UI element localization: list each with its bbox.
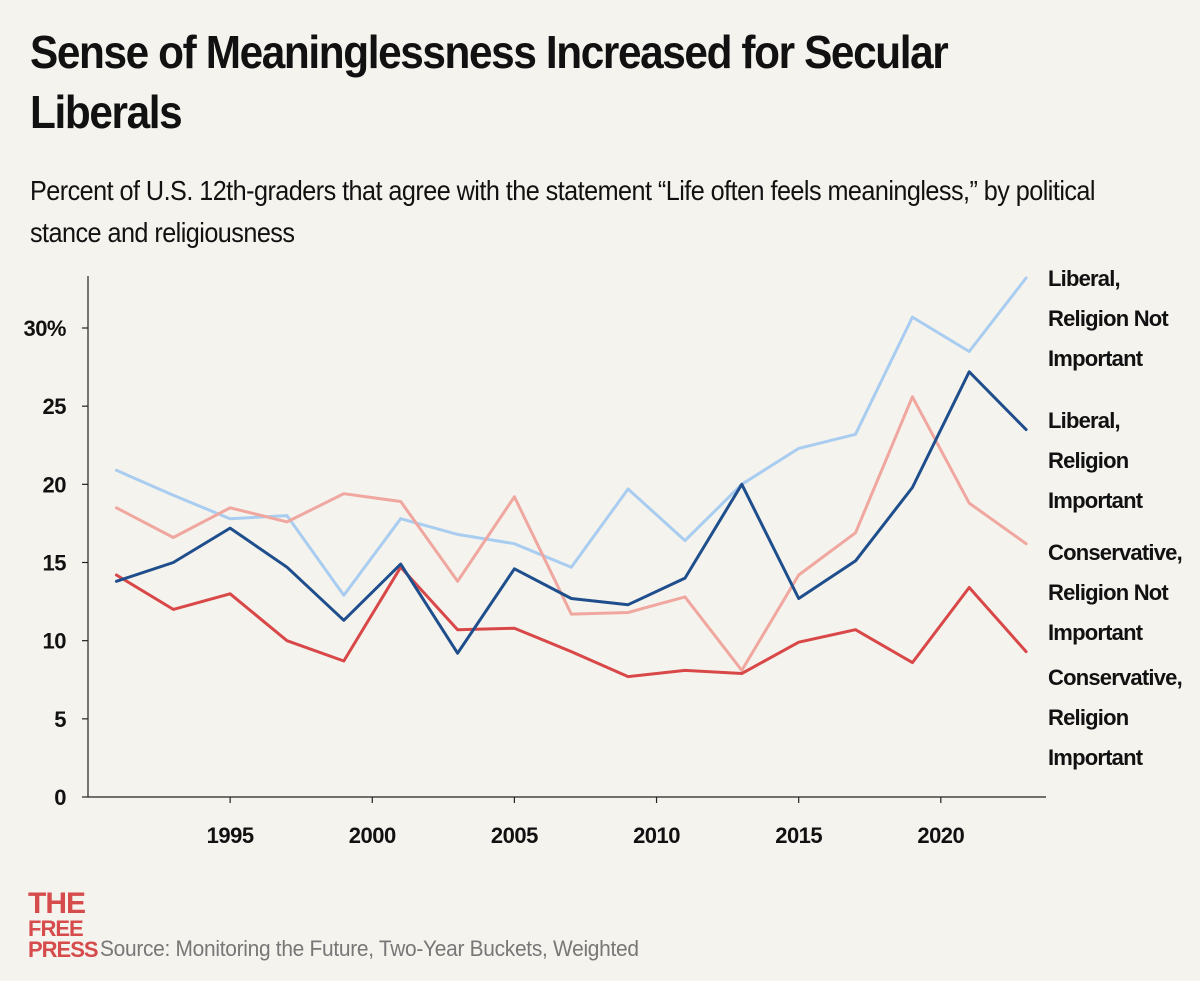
legend-label-line: Religion bbox=[1048, 448, 1129, 473]
x-tick-label: 2005 bbox=[491, 823, 538, 848]
series-line-liberal-religion-important bbox=[114, 370, 1028, 655]
legend-label-conservative-religion-not-important: Conservative, Religion Not Important bbox=[1048, 540, 1182, 645]
legend-label-line: Liberal, bbox=[1048, 408, 1120, 433]
y-tick-label: 25 bbox=[43, 394, 67, 419]
logo-line-1: THE bbox=[28, 887, 86, 920]
y-tick-label: 15 bbox=[43, 551, 67, 576]
axes: 0 5 10 15 20 25 30% 1995 2000 2005 2010 2015 2020 bbox=[23, 276, 1046, 848]
y-tick-label: 10 bbox=[43, 629, 67, 654]
series-lines bbox=[114, 276, 1028, 679]
y-tick-label: 0 bbox=[54, 785, 66, 810]
chart-subtitle: Percent of U.S. 12th-graders that agree … bbox=[30, 175, 1096, 248]
y-tick-label: 30% bbox=[23, 316, 66, 341]
legend-label-line: Important bbox=[1048, 346, 1144, 371]
y-tick-label: 20 bbox=[43, 472, 67, 497]
legend-label-line: Important bbox=[1048, 620, 1144, 645]
legend-label-line: Religion Not bbox=[1048, 580, 1169, 605]
series-line-liberal-religion-not-important bbox=[114, 276, 1028, 597]
x-tick-label: 2000 bbox=[349, 823, 396, 848]
legend-label-line: Conservative, bbox=[1048, 540, 1182, 565]
legend-label-line: Important bbox=[1048, 488, 1144, 513]
legend-label-conservative-religion-important: Conservative, Religion Important bbox=[1048, 665, 1182, 770]
x-tick-label: 2020 bbox=[917, 823, 964, 848]
legend-label-line: Religion bbox=[1048, 705, 1129, 730]
series-line-conservative-religion-not-important bbox=[114, 395, 1028, 672]
legend-label-line: Important bbox=[1048, 745, 1144, 770]
logo-line-3: PRESS bbox=[28, 937, 99, 962]
legend: Liberal, Religion Not Important Liberal, Rel… bbox=[1048, 266, 1183, 770]
source-note: Source: Monitoring the Future, Two-Year … bbox=[100, 936, 639, 961]
y-tick-label: 5 bbox=[54, 707, 66, 732]
legend-label-liberal-religion-important: Liberal, Religion Important bbox=[1048, 408, 1144, 513]
x-tick-label: 1995 bbox=[207, 823, 254, 848]
x-tick-label: 2010 bbox=[633, 823, 680, 848]
chart-title: Sense of Meaninglessness Increased for S… bbox=[30, 26, 949, 138]
logo-line-2: FREE bbox=[28, 916, 84, 941]
legend-label-line: Liberal, bbox=[1048, 266, 1120, 291]
legend-label-liberal-religion-not-important: Liberal, Religion Not Important bbox=[1048, 266, 1169, 371]
series-line-conservative-religion-important bbox=[114, 565, 1028, 679]
legend-label-line: Religion Not bbox=[1048, 306, 1169, 331]
legend-label-line: Conservative, bbox=[1048, 665, 1182, 690]
x-tick-label: 2015 bbox=[775, 823, 822, 848]
the-free-press-logo: THE FREE PRESS bbox=[28, 887, 99, 962]
